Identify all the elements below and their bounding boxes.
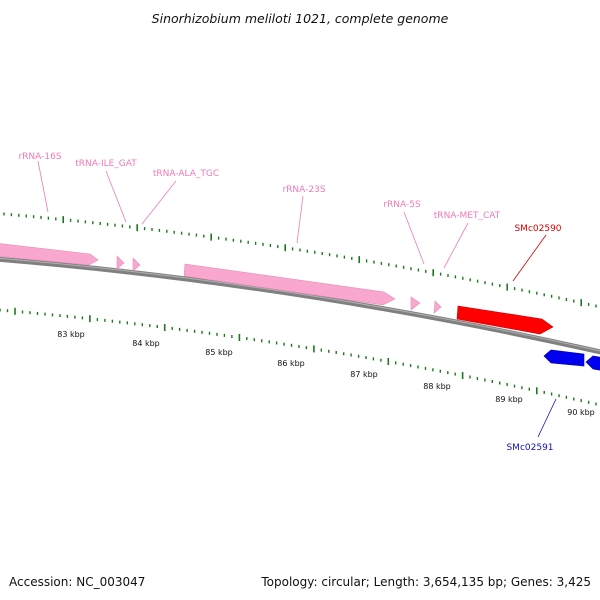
label-trna-ile-gat: tRNA-ILE_GAT [75,159,137,169]
label-rrna-16s: rRNA-16S [18,152,61,162]
scale-label-86kbp: 86 kbp [277,359,305,368]
scale-label-90kbp: 90 kbp [567,408,595,417]
map-title: Sinorhizobium meliloti 1021, complete ge… [152,11,449,26]
inner-tick-track [0,307,597,406]
scale-label-85kbp: 85 kbp [205,348,233,357]
label-rrna-5s: rRNA-5S [383,200,421,210]
feature-rrna-23s[interactable] [183,263,396,306]
genome-backbone [0,256,600,355]
label-smc02591: SMc02591 [506,443,553,453]
scale-label-84kbp: 84 kbp [132,339,160,348]
scale-label-87kbp: 87 kbp [350,370,378,379]
label-leaders [37,160,557,438]
gene-smc02591[interactable] [543,349,585,367]
scale-label-88kbp: 88 kbp [423,382,451,391]
accession-text: Accession: NC_003047 [9,575,145,589]
feature-rrna-16s[interactable] [0,243,99,266]
scale-label-83kbp: 83 kbp [57,330,85,339]
feature-trna-ala-tgc[interactable] [132,257,141,272]
feature-trna-met-cat[interactable] [433,300,442,314]
label-trna-met-cat: tRNA-MET_CAT [434,211,501,221]
feature-rrna-5s[interactable] [410,296,421,311]
scale-label-89kbp: 89 kbp [495,395,523,404]
gene-smc02590[interactable] [456,305,554,335]
genome-summary-text: Topology: circular; Length: 3,654,135 bp… [260,575,591,589]
feature-trna-ile-gat[interactable] [116,255,125,270]
gene-next-reverse[interactable] [585,355,600,371]
label-trna-ala-tgc: tRNA-ALA_TGC [153,169,219,179]
label-rrna-23s: rRNA-23S [282,185,325,195]
label-smc02590: SMc02590 [514,224,561,234]
outer-tick-track [3,212,597,308]
